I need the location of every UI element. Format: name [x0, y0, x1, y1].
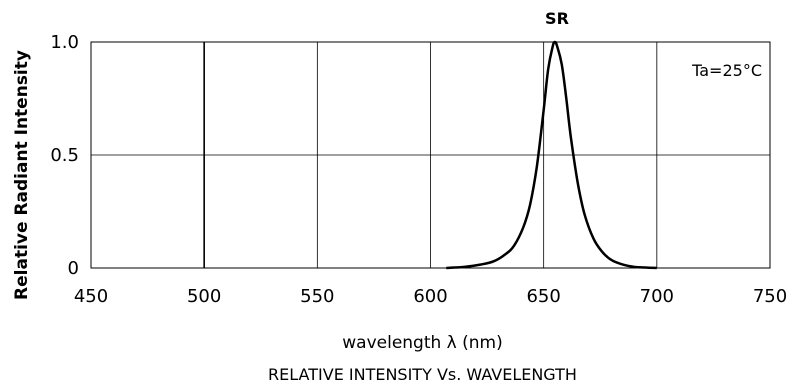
y-tick-label: 0 [68, 258, 79, 279]
chart-title: RELATIVE INTENSITY Vs. WAVELENGTH [268, 365, 577, 384]
plot-frame [90, 41, 771, 269]
y-tick-labels: 0 0.5 1.0 [50, 32, 79, 279]
x-tick-label: 450 [74, 286, 108, 307]
x-tick-labels: 450 500 550 600 650 700 750 [74, 286, 787, 307]
x-axis-label: wavelength λ (nm) [342, 333, 503, 353]
series-label-sr: SR [545, 9, 569, 28]
x-tick-label: 600 [413, 286, 447, 307]
x-tick-label: 700 [640, 286, 674, 307]
y-axis-label: Relative Radiant Intensity [12, 50, 32, 300]
y-tick-label: 0.5 [50, 145, 79, 166]
grid [91, 42, 770, 268]
x-tick-label: 500 [187, 286, 221, 307]
x-tick-label: 750 [753, 286, 787, 307]
y-tick-label: 1.0 [50, 32, 79, 53]
series-line-sr [446, 40, 657, 270]
temperature-annotation: Ta=25°C [691, 61, 762, 80]
x-tick-label: 650 [526, 286, 560, 307]
x-tick-label: 550 [300, 286, 334, 307]
